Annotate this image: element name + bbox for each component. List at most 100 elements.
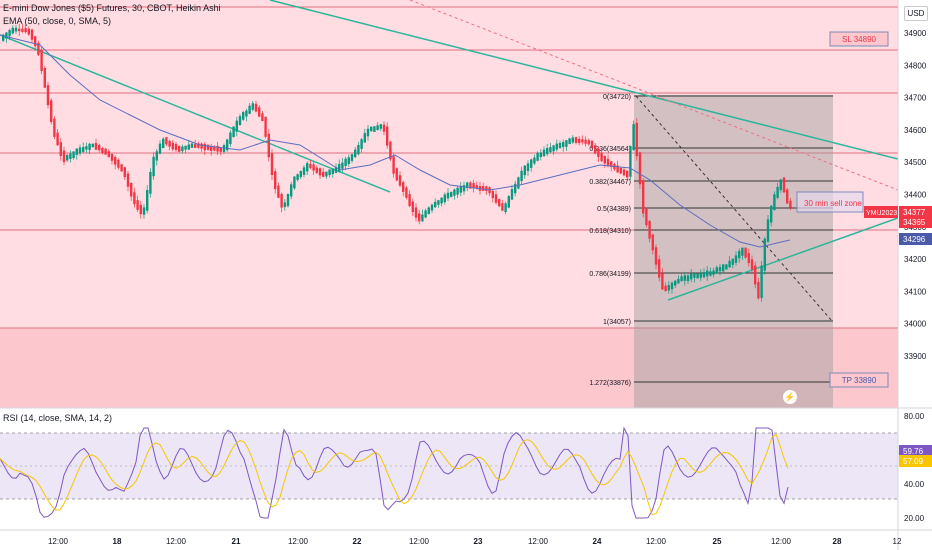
candle-body [750,259,754,270]
candle-body [206,144,210,150]
candle-body [738,250,741,259]
candle-body [456,187,459,195]
candle-body [341,162,344,169]
candle-body [366,128,370,137]
candle-body [264,116,267,137]
time-tick: 18 [113,537,122,546]
candle-body [158,143,162,154]
candle-body [661,273,664,290]
candle-body [386,126,389,146]
tp-box[interactable] [829,372,889,388]
candle-body [658,259,661,278]
candle-body [82,147,85,152]
candle-body [434,201,437,208]
candle-body [763,238,766,271]
candle-body [549,147,552,153]
time-tick: 12:00 [528,537,549,546]
candle-body [312,164,315,171]
candle-body [155,151,158,161]
candle-body [715,267,718,274]
sl-box[interactable] [829,31,889,47]
rsi-axis[interactable]: 80.00 40.00 20.00 [904,412,925,523]
bolt-icon[interactable] [783,390,797,404]
candle-body [357,144,360,155]
time-tick: 28 [833,537,842,546]
candle-body [318,168,322,176]
chart-title[interactable]: E-mini Dow Jones ($5) Futures, 30, CBOT,… [3,3,221,13]
candle-body [5,32,8,39]
trend-line-3[interactable] [667,217,899,301]
fib-level-label: 0.618(34310) [589,228,631,235]
candle-body [363,133,366,143]
candle-body [242,112,245,120]
candle-body [491,190,494,199]
candle-body [338,164,341,172]
candle-body [632,124,635,151]
price-tick: 34700 [904,94,927,103]
price-tick: 34600 [904,126,927,135]
candle-body [114,157,117,165]
candle-body [277,185,280,198]
candle-body [59,142,62,156]
candle-body [251,103,254,110]
fib-level-label: 1.272(33876) [589,380,631,387]
trend-line-2[interactable] [269,0,899,160]
rsi-value: 57.09 [903,457,924,466]
candle-body [536,152,539,161]
candle-body [651,234,654,251]
trend-line-1[interactable] [0,34,391,193]
candle-body [360,139,363,149]
candle-body [267,133,270,158]
candle-body [619,167,622,174]
symbol-label: YMU2023 [866,210,897,217]
candle-body [590,140,594,149]
rsi-value: 59.76 [903,447,924,456]
candle-body [482,186,485,191]
candle-body [779,179,782,191]
candle-body [594,145,597,154]
candle-body [446,192,450,199]
candle-body [437,200,440,205]
candle-body [421,214,424,222]
candle-body [722,264,725,272]
candle-body [50,100,53,123]
candle-body [162,138,165,149]
candle-body [757,281,760,299]
price-axis[interactable]: 3490034800347003460034500344003430034200… [904,29,927,361]
rsi-title: RSI (14, close, SMA, 14, 2) [3,413,112,423]
fib-level-label: 0.236(34564) [589,146,631,153]
sell-zone-box[interactable] [796,191,864,213]
candle-body [382,124,386,132]
candle-body [94,142,98,150]
candle-body [405,187,408,198]
candle-body [501,203,504,211]
candle-body [472,183,475,188]
candle-body [459,186,462,193]
candle-body [568,138,571,144]
time-tick: 12:00 [166,537,187,546]
ema-legend[interactable]: EMA (50, close, 0, SMA, 5) [3,16,112,26]
candle-body [331,168,334,175]
time-axis[interactable]: 12:00 18 12:00 21 12:00 22 12:00 23 12:00 24 12:00… [48,537,902,546]
candle-body [8,30,11,37]
candle-body [245,110,248,117]
fib-level-label: 0(34720) [603,94,631,101]
candle-body [18,28,21,32]
candle-body [587,140,590,145]
candle-body [667,285,670,291]
price-tag-value: 34377 [903,208,926,217]
candle-body [584,139,587,144]
candle-body [248,105,251,114]
candle-body [322,171,325,177]
candle-body [370,126,373,132]
candle-body [462,185,466,192]
candle-body [27,28,30,35]
candle-body [494,194,498,203]
candle-body [760,265,763,298]
time-tick: 24 [593,537,602,546]
currency-button[interactable]: USD [904,6,928,21]
candle-body [197,143,200,148]
candle-body [699,273,702,278]
fib-retracement-box[interactable] [634,95,833,408]
